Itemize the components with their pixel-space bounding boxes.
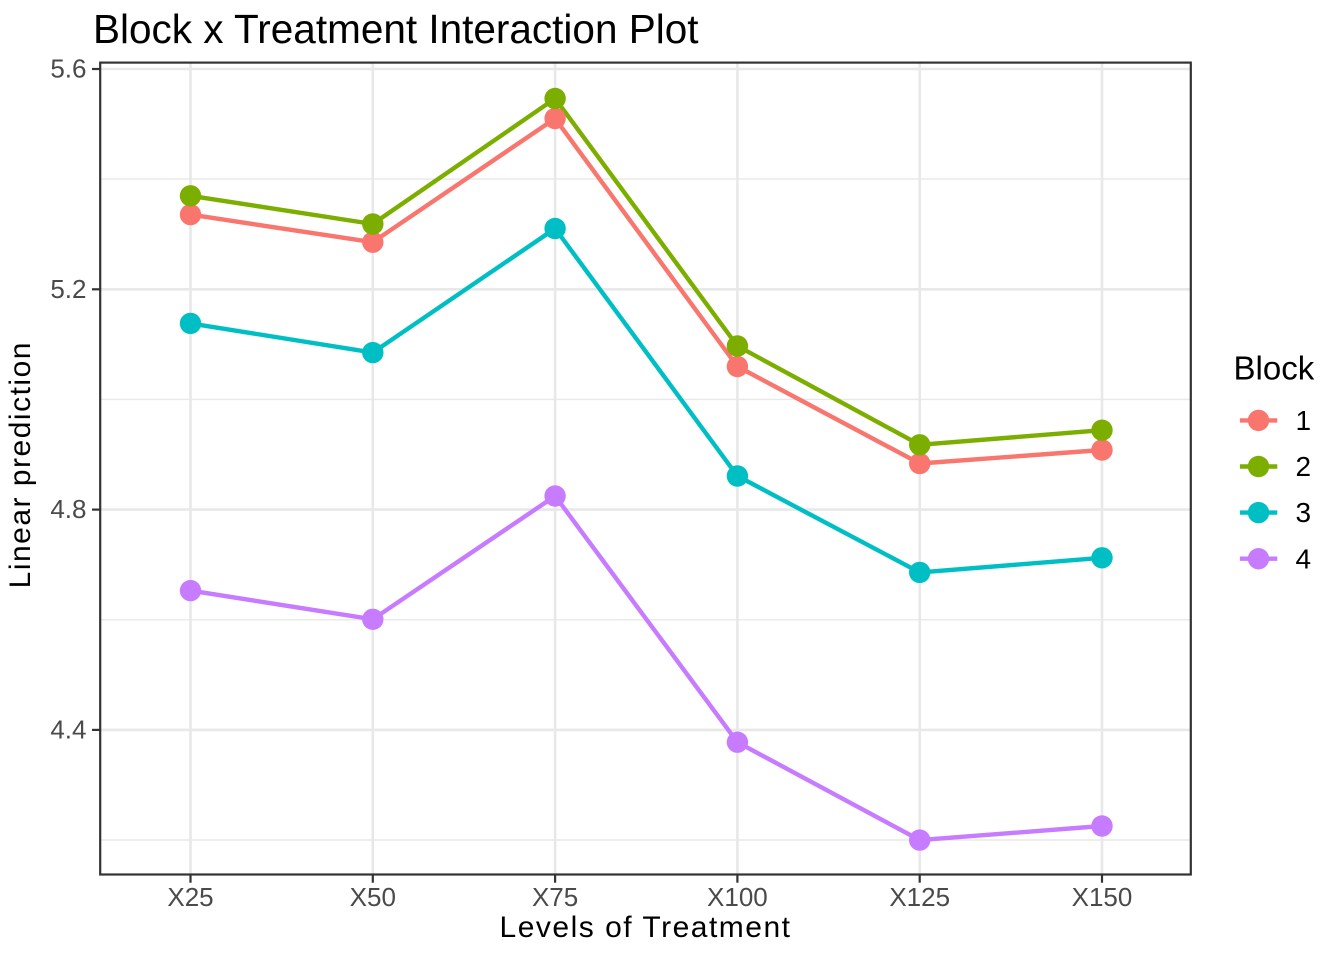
svg-text:X50: X50 (350, 882, 396, 912)
svg-text:X25: X25 (167, 882, 213, 912)
svg-text:Linear prediction: Linear prediction (4, 341, 37, 588)
svg-text:5.2: 5.2 (50, 274, 86, 304)
svg-text:X150: X150 (1072, 882, 1133, 912)
svg-text:Block: Block (1234, 350, 1315, 387)
svg-text:Block x Treatment Interaction: Block x Treatment Interaction Plot (93, 6, 699, 52)
svg-text:1: 1 (1296, 405, 1312, 436)
svg-text:5.6: 5.6 (50, 54, 86, 84)
svg-text:4.4: 4.4 (50, 715, 86, 745)
svg-text:4: 4 (1296, 543, 1312, 574)
svg-text:X75: X75 (532, 882, 578, 912)
svg-text:4.8: 4.8 (50, 494, 86, 524)
svg-text:X125: X125 (889, 882, 950, 912)
svg-text:Levels of Treatment: Levels of Treatment (500, 911, 792, 944)
svg-text:2: 2 (1296, 451, 1312, 482)
svg-text:X100: X100 (707, 882, 768, 912)
svg-text:3: 3 (1296, 497, 1312, 528)
